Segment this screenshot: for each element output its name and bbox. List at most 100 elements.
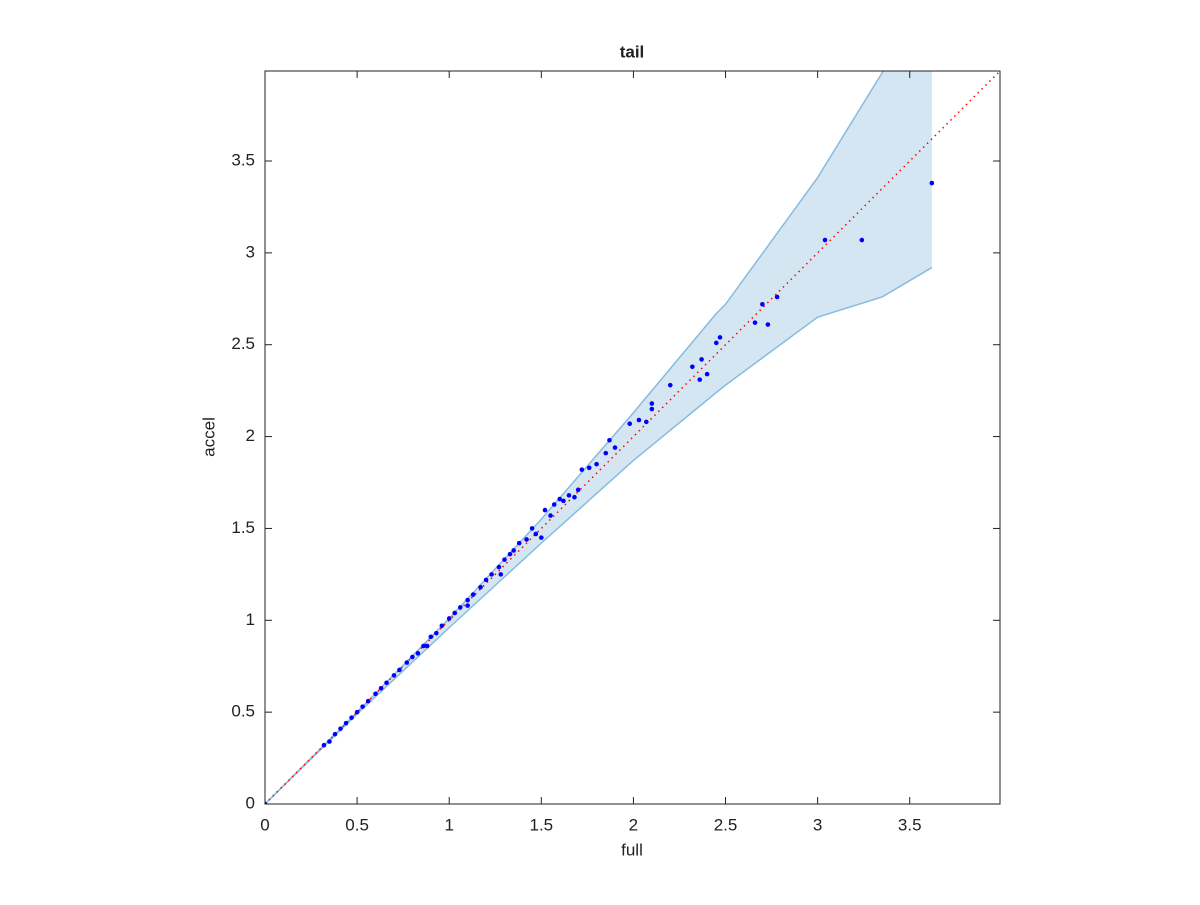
scatter-point xyxy=(327,739,332,744)
scatter-point xyxy=(483,577,489,583)
scatter-point xyxy=(699,357,704,362)
band-fill xyxy=(265,71,932,804)
scatter-point xyxy=(690,364,695,370)
x-tick-label: 1 xyxy=(444,815,453,834)
scatter-point xyxy=(551,502,557,507)
scatter-point xyxy=(489,572,494,577)
scatter-point xyxy=(533,531,539,537)
scatter-point xyxy=(502,557,507,562)
y-tick-label: 0 xyxy=(246,793,255,812)
scatter-point xyxy=(465,597,470,603)
plot-area xyxy=(265,71,1000,804)
scatter-point xyxy=(338,726,343,731)
scatter-point xyxy=(822,237,828,243)
scatter-point xyxy=(557,496,563,502)
scatter-point xyxy=(373,691,378,697)
scatter-point xyxy=(415,651,421,656)
scatter-point xyxy=(434,630,439,636)
scatter-point xyxy=(636,417,642,423)
scatter-point xyxy=(496,564,502,570)
scatter-point xyxy=(404,660,410,665)
scatter-point xyxy=(524,537,529,542)
x-tick-label: 2 xyxy=(629,815,638,834)
scatter-point xyxy=(498,572,504,577)
band-lower-edge xyxy=(265,266,933,804)
chart-title: tail xyxy=(620,42,645,61)
scatter-point xyxy=(439,623,445,629)
scatter-point xyxy=(542,507,548,513)
scatter-point xyxy=(649,401,655,406)
scatter-point xyxy=(603,450,609,456)
x-axis-label: full xyxy=(621,840,643,859)
x-tick-label: 0.5 xyxy=(345,815,369,834)
scatter-point xyxy=(378,685,384,691)
scatter-point xyxy=(579,467,585,472)
scatter-point xyxy=(428,634,434,640)
scatter-point xyxy=(607,437,612,443)
scatter-point xyxy=(516,540,522,546)
scatter-point xyxy=(859,237,865,243)
x-tick-label: 1.5 xyxy=(529,815,553,834)
scatter-point xyxy=(561,498,566,504)
y-axis-label: accel xyxy=(199,417,218,457)
scatter-point xyxy=(349,715,354,720)
x-tick-label: 3.5 xyxy=(898,815,922,834)
scatter-point xyxy=(354,709,360,715)
scatter-point xyxy=(265,801,268,804)
scatter-point xyxy=(667,382,673,388)
scatter-point xyxy=(470,592,476,597)
scatter-point xyxy=(332,731,338,737)
scatter-point xyxy=(697,377,703,382)
scatter-point xyxy=(507,551,513,557)
y-tick-label: 3 xyxy=(246,242,255,261)
scatter-point xyxy=(612,445,618,450)
scatter-point xyxy=(365,698,371,704)
scatter-point xyxy=(391,673,397,678)
scatter-point xyxy=(586,465,592,471)
scatter-point xyxy=(575,487,581,493)
y-tick-label: 2 xyxy=(246,426,255,445)
scatter-point xyxy=(511,548,516,553)
scatter-point xyxy=(572,494,577,500)
y-tick-label: 0.5 xyxy=(231,702,255,721)
scatter-point xyxy=(566,493,572,498)
scatter-point xyxy=(644,419,649,425)
x-tick-label: 2.5 xyxy=(714,815,738,834)
scatter-point xyxy=(649,406,655,412)
scatter-point xyxy=(714,340,719,346)
scatter-point xyxy=(446,616,452,621)
scatter-point xyxy=(529,526,535,531)
scatter-point xyxy=(360,704,365,709)
scatter-point xyxy=(627,421,633,427)
scatter-point xyxy=(397,667,402,673)
scatter-point xyxy=(594,461,599,467)
scatter-point xyxy=(752,320,758,325)
axes-box xyxy=(264,70,1001,805)
scatter-point xyxy=(343,720,349,726)
scatter-point xyxy=(384,680,389,686)
x-tick-label: 0 xyxy=(260,815,269,834)
scatter-point xyxy=(717,335,723,340)
x-tick-label: 3 xyxy=(813,815,822,834)
scatter-point xyxy=(465,603,470,608)
scatter-point xyxy=(424,643,430,649)
y-tick-label: 1 xyxy=(246,610,255,629)
scatter-point xyxy=(478,584,483,590)
scatter-point xyxy=(457,605,463,610)
scatter-point xyxy=(760,302,765,307)
y-tick-label: 3.5 xyxy=(231,151,255,170)
y-tick-label: 2.5 xyxy=(231,334,255,353)
scatter-point xyxy=(704,371,710,377)
scatter-point xyxy=(539,535,544,540)
band-upper-edge xyxy=(265,71,885,804)
scatter-point xyxy=(774,294,780,300)
scatter-point xyxy=(765,322,771,327)
scatter-point xyxy=(452,610,458,616)
y-tick-label: 1.5 xyxy=(231,518,255,537)
scatter-point xyxy=(321,742,327,748)
scatter-point xyxy=(421,643,426,649)
scatter-point xyxy=(929,180,935,186)
scatter-point xyxy=(410,654,415,660)
scatter-point xyxy=(548,513,553,518)
